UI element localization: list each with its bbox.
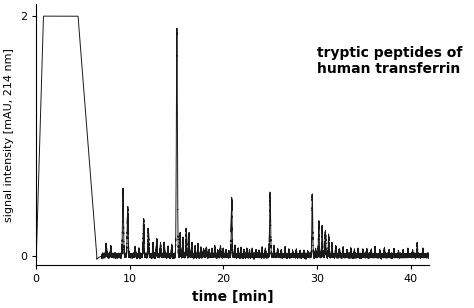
X-axis label: time [min]: time [min] (192, 290, 273, 304)
Y-axis label: signal intensity [mAU, 214 nm]: signal intensity [mAU, 214 nm] (4, 48, 14, 222)
Text: tryptic peptides of
human transferrin: tryptic peptides of human transferrin (317, 46, 462, 76)
